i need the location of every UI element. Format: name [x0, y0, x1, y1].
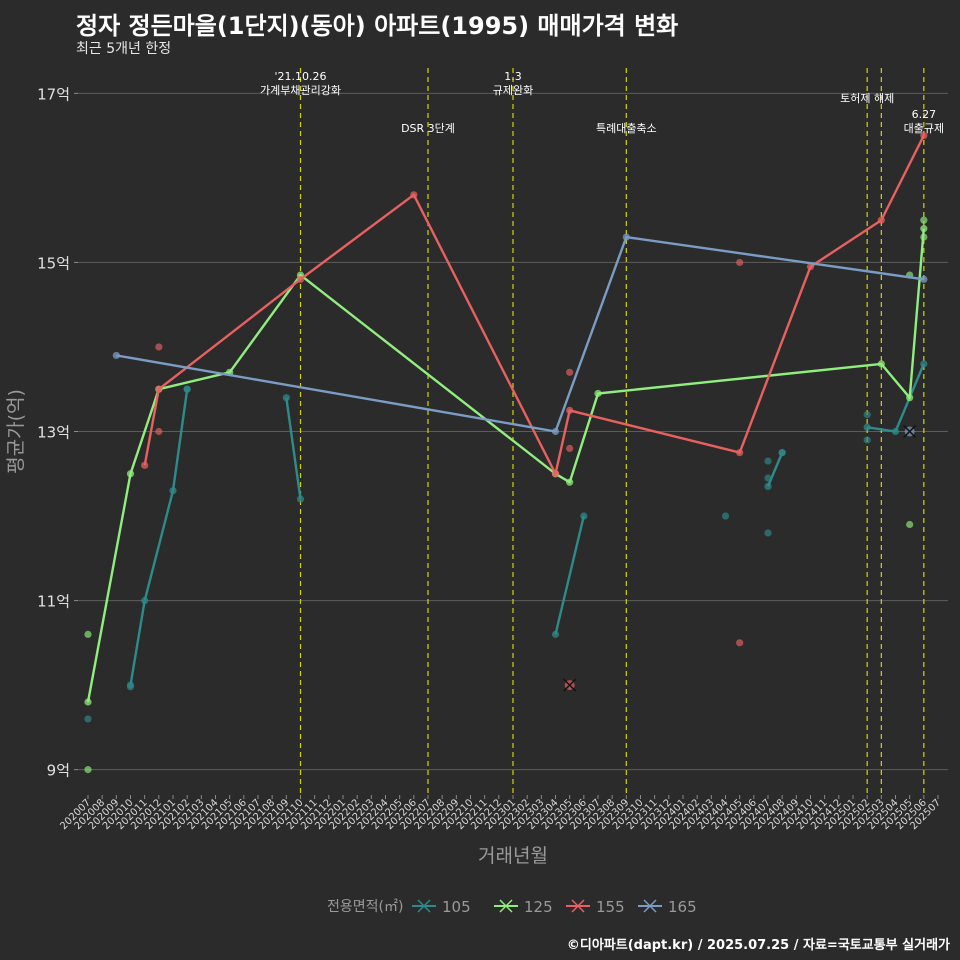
series-line: [554, 515, 585, 635]
event-label: 6.27: [912, 108, 937, 121]
data-point: [551, 427, 560, 436]
event-label: '21.10.26: [274, 70, 326, 83]
legend-label: 165: [668, 898, 697, 916]
legend-swatch-cross: [643, 899, 657, 913]
data-point: [806, 263, 815, 271]
data-point: [863, 410, 871, 419]
event-label: 규제완화: [493, 84, 533, 97]
data-point: [566, 406, 574, 414]
data-point: [566, 444, 574, 453]
data-point: [906, 520, 914, 529]
data-point: [736, 449, 744, 457]
data-point: [551, 470, 560, 478]
data-point: [920, 275, 928, 283]
data-point: [155, 343, 163, 351]
event-label: 토허제 해제: [840, 91, 894, 105]
series-line: [129, 389, 189, 686]
data-point: [169, 487, 177, 495]
data-point: [126, 683, 135, 691]
data-point: [764, 529, 772, 537]
data-point: [566, 368, 574, 376]
event-label: 1.3: [504, 70, 522, 83]
data-point: [84, 766, 92, 774]
data-point: [721, 512, 730, 520]
data-point: [920, 216, 928, 224]
data-point: [863, 423, 871, 431]
data-point: [112, 351, 120, 360]
y-tick-label: 9억: [47, 762, 70, 780]
series-line: [867, 363, 925, 433]
data-point: [155, 385, 163, 393]
data-point: [778, 449, 786, 457]
legend-label: 105: [442, 898, 471, 916]
y-tick-label: 13억: [37, 424, 70, 442]
data-point: [410, 191, 418, 199]
event-label: 대출규제: [904, 122, 944, 135]
data-point: [183, 385, 191, 393]
legend-label: 155: [596, 898, 625, 916]
data-point: [736, 639, 744, 647]
cancelled-point-cross: [903, 424, 917, 439]
data-point: [296, 275, 305, 283]
data-point: [84, 698, 92, 706]
y-tick-label: 17억: [37, 85, 70, 103]
data-point: [155, 427, 163, 436]
y-tick-label: 15억: [37, 254, 70, 272]
data-point: [764, 474, 772, 482]
data-point: [736, 258, 744, 267]
data-point: [920, 360, 928, 368]
event-label: 가계부채관리강화: [260, 84, 341, 97]
series-105: [84, 360, 928, 723]
series-line: [285, 397, 302, 500]
data-point: [84, 715, 92, 723]
series-line: [116, 235, 924, 433]
data-point: [282, 394, 290, 402]
series-125: [84, 216, 928, 774]
y-axis-title: 평균가(억): [5, 389, 27, 474]
x-axis-title: 거래년월: [478, 845, 548, 867]
legend-swatch-cross: [499, 899, 513, 913]
data-point: [594, 389, 602, 398]
data-point: [84, 630, 92, 638]
event-label: DSR 3단계: [401, 122, 455, 135]
data-point: [580, 512, 588, 520]
legend-title: 전용면적(㎡): [327, 899, 403, 915]
data-point: [141, 596, 149, 605]
legend-swatch-cross: [571, 899, 585, 913]
source-caption: ©디아파트(dapt.kr) / 2025.07.25 / 자료=국토교통부 실…: [566, 938, 950, 953]
data-point: [877, 360, 885, 368]
data-point: [920, 225, 928, 233]
chart-subtitle: 최근 5개년 한정: [76, 41, 172, 57]
series-165: [112, 233, 928, 439]
data-point: [296, 495, 305, 503]
legend-label: 125: [524, 898, 553, 916]
cancelled-point-cross: [563, 678, 577, 692]
data-point: [920, 233, 928, 241]
data-point: [920, 132, 928, 140]
data-point: [141, 461, 149, 469]
legend-swatch-cross: [417, 899, 431, 913]
data-point: [891, 427, 900, 436]
data-point: [906, 394, 914, 402]
data-point: [863, 436, 871, 444]
chart-title: 정자 정든마을(1단지)(동아) 아파트(1995) 매매가격 변화: [76, 12, 679, 40]
data-point: [877, 216, 885, 224]
data-point: [764, 482, 772, 491]
data-point: [126, 470, 135, 478]
legend: 전용면적(㎡) 105 125 155 165: [327, 898, 697, 916]
series-line: [766, 452, 784, 487]
y-tick-label: 11억: [37, 593, 70, 611]
event-label: 특례대출축소: [596, 122, 657, 135]
series-line: [143, 135, 925, 475]
series-155: [141, 132, 928, 692]
data-point: [566, 478, 574, 486]
data-point: [622, 233, 630, 241]
data-point: [764, 457, 772, 465]
data-point: [551, 630, 560, 638]
